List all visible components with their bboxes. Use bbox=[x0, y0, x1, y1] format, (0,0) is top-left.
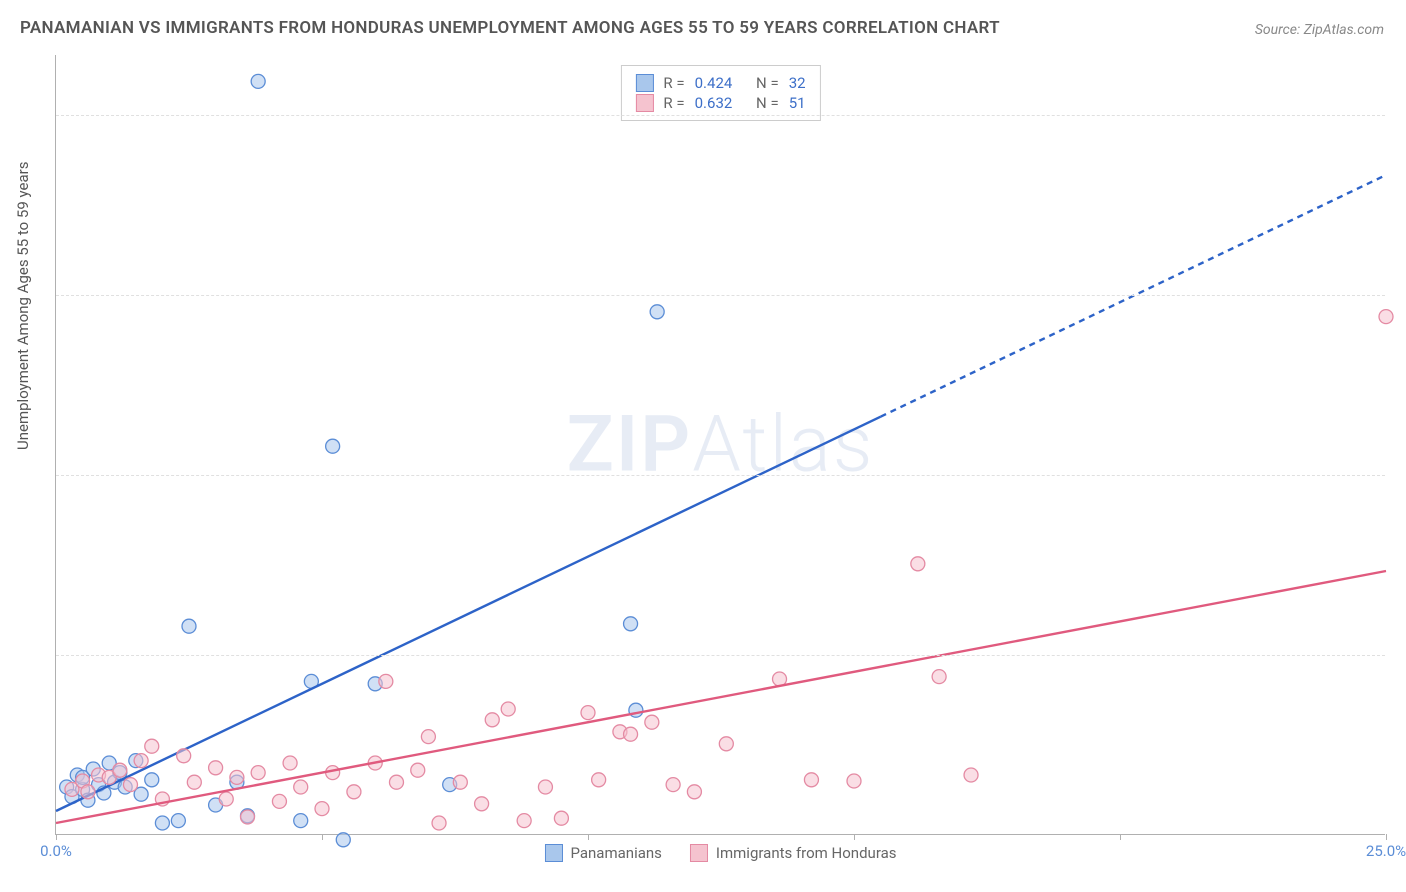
data-point bbox=[177, 749, 191, 763]
data-point bbox=[719, 737, 733, 751]
data-point bbox=[272, 794, 286, 808]
data-point bbox=[347, 785, 361, 799]
data-point bbox=[804, 773, 818, 787]
data-point bbox=[517, 814, 531, 828]
data-point bbox=[666, 778, 680, 792]
gridline bbox=[56, 115, 1385, 116]
data-point bbox=[421, 730, 435, 744]
data-point bbox=[501, 702, 515, 716]
data-point bbox=[645, 715, 659, 729]
data-point bbox=[219, 792, 233, 806]
gridline bbox=[56, 655, 1385, 656]
data-point bbox=[171, 814, 185, 828]
data-point bbox=[251, 74, 265, 88]
gridline bbox=[56, 295, 1385, 296]
chart-title: PANAMANIAN VS IMMIGRANTS FROM HONDURAS U… bbox=[20, 18, 1000, 38]
plot-area: ZIPAtlas R = 0.424 N = 32 R = 0.632 N = … bbox=[55, 55, 1385, 835]
data-point bbox=[145, 773, 159, 787]
data-point bbox=[932, 670, 946, 684]
data-point bbox=[187, 775, 201, 789]
legend-swatch-pink bbox=[690, 844, 708, 862]
data-point bbox=[847, 774, 861, 788]
data-point bbox=[283, 756, 297, 770]
data-point bbox=[411, 763, 425, 777]
data-point bbox=[294, 814, 308, 828]
data-point bbox=[389, 775, 403, 789]
x-tick-label: 25.0% bbox=[1366, 842, 1406, 860]
source-attribution: Source: ZipAtlas.com bbox=[1255, 22, 1384, 38]
data-point bbox=[294, 780, 308, 794]
data-point bbox=[650, 305, 664, 319]
data-point bbox=[432, 816, 446, 830]
x-tick bbox=[1386, 834, 1387, 840]
data-point bbox=[1379, 310, 1393, 324]
data-point bbox=[911, 557, 925, 571]
data-point bbox=[123, 778, 137, 792]
legend-series: Panamanians Immigrants from Honduras bbox=[544, 844, 896, 862]
x-tick bbox=[588, 834, 589, 840]
data-point bbox=[230, 770, 244, 784]
data-point bbox=[241, 810, 255, 824]
gridline bbox=[56, 475, 1385, 476]
data-point bbox=[554, 811, 568, 825]
data-point bbox=[81, 785, 95, 799]
data-point bbox=[475, 797, 489, 811]
data-point bbox=[485, 713, 499, 727]
data-point bbox=[134, 754, 148, 768]
data-point bbox=[964, 768, 978, 782]
data-point bbox=[336, 833, 350, 847]
trend-line bbox=[56, 571, 1386, 823]
y-axis-label: Unemployment Among Ages 55 to 59 years bbox=[14, 162, 32, 450]
legend-item-honduras: Immigrants from Honduras bbox=[690, 844, 897, 862]
data-point bbox=[624, 617, 638, 631]
data-point bbox=[592, 773, 606, 787]
data-point bbox=[315, 802, 329, 816]
legend-label: Immigrants from Honduras bbox=[716, 844, 897, 862]
data-point bbox=[209, 761, 223, 775]
data-point bbox=[251, 766, 265, 780]
data-point bbox=[624, 727, 638, 741]
x-tick bbox=[56, 834, 57, 840]
data-point bbox=[687, 785, 701, 799]
data-point bbox=[182, 619, 196, 633]
data-point bbox=[155, 816, 169, 830]
x-tick bbox=[854, 834, 855, 840]
legend-label: Panamanians bbox=[570, 844, 661, 862]
data-point bbox=[379, 674, 393, 688]
data-point bbox=[538, 780, 552, 794]
legend-item-panamanians: Panamanians bbox=[544, 844, 661, 862]
plot-svg bbox=[56, 55, 1385, 834]
x-tick bbox=[1120, 834, 1121, 840]
x-tick-label: 0.0% bbox=[40, 842, 72, 860]
data-point bbox=[113, 763, 127, 777]
x-tick bbox=[322, 834, 323, 840]
data-point bbox=[326, 439, 340, 453]
legend-swatch-blue bbox=[544, 844, 562, 862]
data-point bbox=[145, 739, 159, 753]
data-point bbox=[453, 775, 467, 789]
data-point bbox=[581, 706, 595, 720]
